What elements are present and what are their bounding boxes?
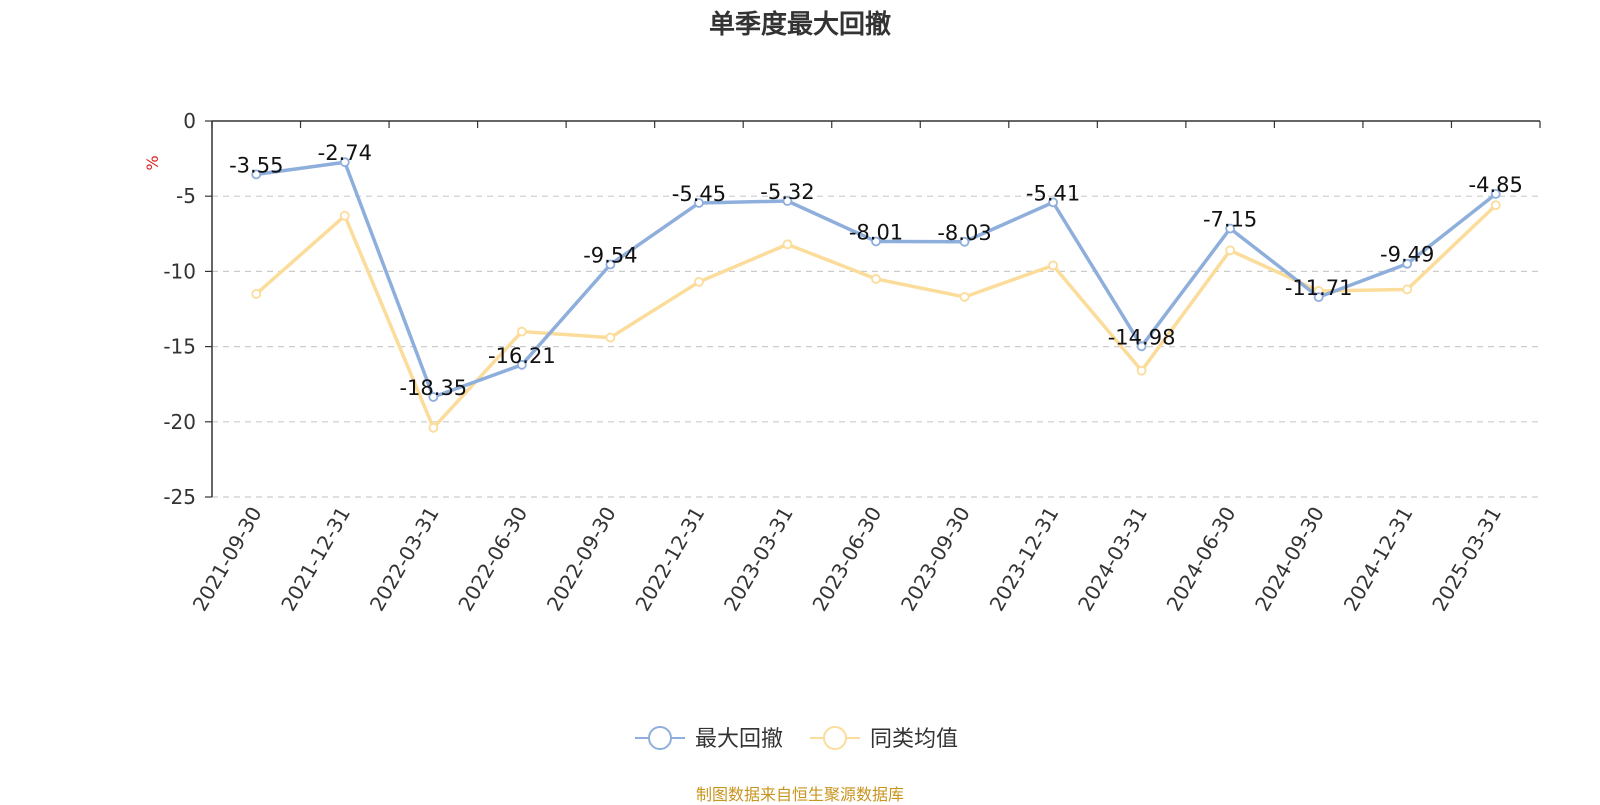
data-label: -5.32: [760, 180, 814, 204]
data-point: [1225, 245, 1236, 256]
x-tick-label: 2024-06-30: [1162, 503, 1241, 616]
y-tick-label: -20: [163, 410, 196, 434]
data-point: [694, 198, 704, 208]
data-point: [1136, 365, 1147, 376]
data-point: [339, 210, 350, 221]
data-point: [605, 332, 616, 343]
data-point: [959, 236, 970, 247]
data-point: [516, 359, 527, 370]
data-label: -8.01: [849, 220, 903, 244]
data-point: [516, 326, 527, 337]
series-lines: [251, 157, 1501, 433]
legend-marker: [823, 726, 847, 750]
x-tick-label: 2022-09-30: [542, 503, 621, 616]
legend-label: 同类均值: [870, 727, 958, 752]
x-tick-label: 2024-09-30: [1250, 503, 1329, 616]
data-label: -5.41: [1026, 181, 1080, 205]
data-label: -7.15: [1203, 208, 1257, 232]
chart-title: 单季度最大回撤: [708, 10, 891, 40]
data-labels: -3.55 -2.74 -18.35 -16.21 -9.54 -5.45 -5.32 -8.…: [229, 141, 1523, 400]
data-point: [1225, 223, 1236, 234]
x-tick-labels: 2021-09-30 2021-12-31 2022-03-31 2022-06-30…: [188, 503, 1506, 616]
x-tick-label: 2023-09-30: [896, 503, 975, 616]
data-label: -11.71: [1285, 276, 1353, 300]
data-point: [428, 392, 439, 402]
data-point: [339, 157, 350, 168]
x-tick-label: 2021-09-30: [188, 503, 267, 616]
data-point: [782, 196, 793, 206]
data-label: -4.85: [1469, 173, 1523, 197]
y-axis-unit: %: [143, 155, 162, 170]
x-tick-label: 2023-06-30: [807, 503, 886, 616]
data-label: -14.98: [1108, 325, 1176, 349]
data-label: -9.49: [1380, 243, 1434, 267]
data-label: -3.55: [229, 153, 283, 177]
legend-item-1: 最大回撤: [635, 726, 783, 752]
data-label: -9.54: [583, 243, 637, 267]
data-point: [251, 169, 262, 180]
data-label: -16.21: [488, 344, 556, 368]
data-point: [1402, 284, 1413, 295]
x-tick-label: 2023-03-31: [719, 503, 798, 616]
x-tick-label: 2024-12-31: [1339, 503, 1418, 616]
data-point: [251, 289, 262, 299]
x-tick-label: 2023-12-31: [984, 503, 1063, 616]
data-label: -5.45: [672, 182, 726, 206]
x-tick-label: 2022-12-31: [630, 503, 709, 616]
data-point: [1048, 197, 1058, 208]
data-label: -18.35: [399, 376, 467, 400]
data-point: [428, 422, 439, 433]
data-point: [871, 236, 881, 247]
data-point: [1313, 292, 1324, 303]
x-tick-label: 2021-12-31: [276, 503, 355, 616]
y-tick-label: -5: [176, 184, 196, 208]
grid-lines: [212, 195, 1540, 498]
data-point: [782, 239, 793, 250]
legend-marker: [648, 726, 672, 750]
data-label: -2.74: [318, 141, 372, 165]
legend-label: 最大回撤: [695, 727, 783, 752]
y-tick-labels: 0 -5 -10 -15 -20 -25: [163, 109, 196, 509]
source-note: 制图数据来自恒生聚源数据库: [695, 785, 904, 804]
data-point: [871, 274, 881, 284]
legend: 最大回撤 同类均值: [635, 726, 958, 752]
data-label: -8.03: [937, 221, 991, 245]
data-point: [959, 292, 970, 302]
x-tick-label: 2022-03-31: [365, 503, 444, 616]
legend-item-2: 同类均值: [810, 726, 958, 752]
data-point: [605, 259, 616, 270]
y-tick-label: -10: [163, 259, 196, 283]
axes: [205, 120, 1541, 498]
x-tick-label: 2025-03-31: [1427, 503, 1506, 616]
data-point: [1402, 258, 1413, 269]
data-point: [1490, 189, 1501, 199]
data-point: [694, 277, 704, 287]
data-point: [1136, 341, 1147, 352]
data-point: [1490, 200, 1501, 211]
data-point: [1048, 260, 1058, 271]
x-tick-label: 2022-06-30: [453, 503, 532, 616]
y-tick-label: -25: [163, 485, 196, 509]
y-tick-label: -15: [163, 335, 196, 359]
x-tick-label: 2024-03-31: [1073, 503, 1152, 616]
y-tick-label: 0: [183, 109, 196, 133]
